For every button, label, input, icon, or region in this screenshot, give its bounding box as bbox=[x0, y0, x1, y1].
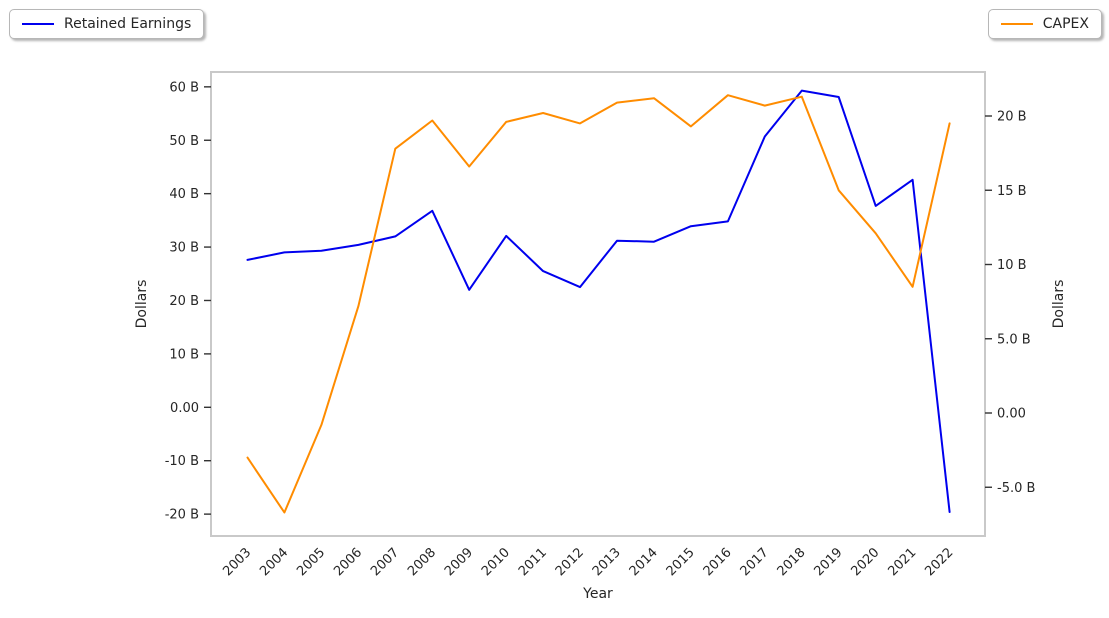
y-left-tick-label: 60 B bbox=[169, 80, 199, 95]
y-left-tick-label: 40 B bbox=[169, 187, 199, 202]
x-tick-label: 2012 bbox=[553, 545, 587, 579]
x-axis-label: Year bbox=[582, 586, 613, 602]
y-right-tick-label: 10 B bbox=[997, 258, 1027, 273]
x-tick-label: 2013 bbox=[590, 545, 624, 579]
capex-line-swatch bbox=[1000, 23, 1033, 25]
series-line-retained-earnings bbox=[246, 89, 951, 513]
x-tick-label: 2004 bbox=[257, 545, 291, 579]
y-right-tick-label: -5.0 B bbox=[997, 481, 1035, 496]
x-tick-label: 2009 bbox=[442, 545, 476, 579]
x-tick-label: 2008 bbox=[405, 545, 439, 579]
y-left-tick-label: 20 B bbox=[169, 294, 199, 309]
series-line-capex bbox=[246, 94, 951, 514]
x-tick-label: 2010 bbox=[479, 545, 513, 579]
x-tick-label: 2005 bbox=[294, 545, 328, 579]
x-tick-label: 2007 bbox=[368, 545, 402, 579]
y-left-tick-label: -20 B bbox=[165, 508, 199, 523]
x-tick-label: 2020 bbox=[848, 545, 882, 579]
y-right-tick-label: 0.00 bbox=[997, 407, 1026, 422]
x-tick-label: 2015 bbox=[664, 545, 698, 579]
x-tick-label: 2011 bbox=[516, 545, 550, 579]
x-tick-label: 2016 bbox=[701, 545, 735, 579]
legend-capex: CAPEX bbox=[987, 9, 1102, 39]
y-left-tick-label: 0.00 bbox=[170, 401, 199, 416]
x-tick-label: 2014 bbox=[627, 545, 661, 579]
y-left-tick-label: 30 B bbox=[169, 241, 199, 256]
x-tick-label: 2017 bbox=[738, 545, 772, 579]
x-tick-label: 2022 bbox=[922, 545, 956, 579]
y-axis-label-left: Dollars bbox=[134, 280, 150, 329]
legend-capex-label: CAPEX bbox=[1042, 16, 1089, 32]
x-tick-label: 2006 bbox=[331, 545, 365, 579]
x-tick-label: 2003 bbox=[220, 545, 254, 579]
y-right-tick-label: 5.0 B bbox=[997, 332, 1031, 347]
y-left-tick-label: -10 B bbox=[165, 454, 199, 469]
legend-retained-earnings: Retained Earnings bbox=[9, 9, 205, 39]
plot-frame bbox=[210, 71, 986, 537]
y-left-tick-label: 10 B bbox=[169, 347, 199, 362]
x-tick-label: 2018 bbox=[775, 545, 809, 579]
y-right-tick-label: 20 B bbox=[997, 110, 1027, 125]
x-tick-label: 2019 bbox=[812, 545, 846, 579]
legend-retained-earnings-label: Retained Earnings bbox=[64, 16, 192, 32]
y-right-tick-label: 15 B bbox=[997, 184, 1027, 199]
retained-earnings-line-swatch bbox=[22, 23, 54, 25]
y-left-tick-label: 50 B bbox=[169, 134, 199, 149]
x-tick-label: 2021 bbox=[885, 545, 919, 579]
y-axis-label-right: Dollars bbox=[1051, 280, 1067, 329]
